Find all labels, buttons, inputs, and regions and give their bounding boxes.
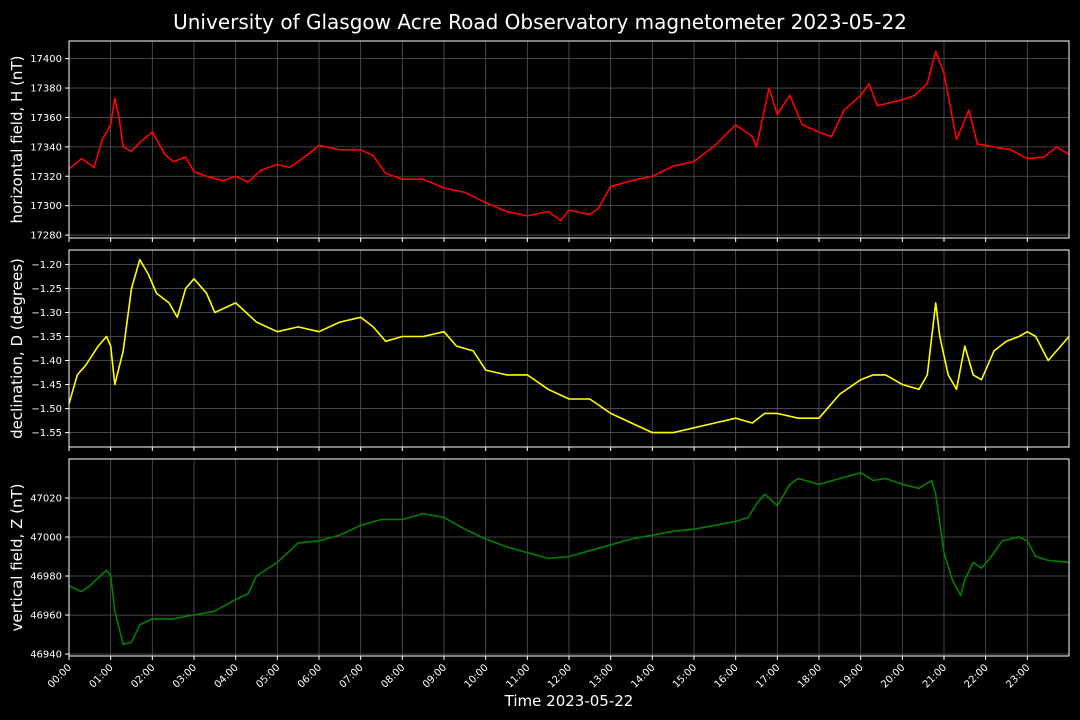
y-tick-label: −1.25 [31,284,62,295]
y-axis-label: declination, D (degrees) [8,258,26,439]
y-tick-label: 46940 [30,650,62,661]
panel-1: 17280 17300 17320 17340 17360 17380 17400 horiz… [8,40,1070,242]
y-tick-label: 17360 [30,113,62,124]
y-tick-label: −1.40 [31,356,62,367]
y-tick-label: 17400 [30,54,62,65]
y-tick-label: 17300 [30,201,62,212]
panel-2: −1.55 −1.50 −1.45 −1.40 −1.35 −1.30 −1.25 −1.20… [8,249,1070,451]
axes-frame [68,40,1070,239]
y-tick-label: 47000 [30,533,62,544]
y-tick-label: −1.45 [31,380,62,391]
y-tick-label: −1.55 [31,428,62,439]
x-axis-label: Time 2023-05-22 [504,692,634,710]
axes-frame [68,249,1070,448]
y-tick-label: 17380 [30,84,62,95]
y-tick-label: −1.30 [31,308,62,319]
series-line [68,50,1070,222]
y-tick-label: 17340 [30,142,62,153]
y-tick-label: 47020 [30,494,62,505]
y-tick-label: 46960 [30,611,62,622]
y-axis-label: vertical field, Z (nT) [8,483,26,631]
panel-3: 46940 46960 46980 47000 47020 vertical field,… [8,458,1070,661]
y-tick-label: 17280 [30,231,62,242]
y-tick-label: 17320 [30,172,62,183]
chart-title: University of Glasgow Acre Road Observat… [173,10,907,34]
series-line [68,471,1070,646]
y-axis-label: horizontal field, H (nT) [8,56,26,224]
series-line [68,258,1070,434]
y-tick-label: 46980 [30,572,62,583]
y-tick-label: −1.50 [31,404,62,415]
axes-frame [68,458,1070,657]
y-tick-label: −1.20 [31,260,62,271]
y-tick-label: −1.35 [31,332,62,343]
